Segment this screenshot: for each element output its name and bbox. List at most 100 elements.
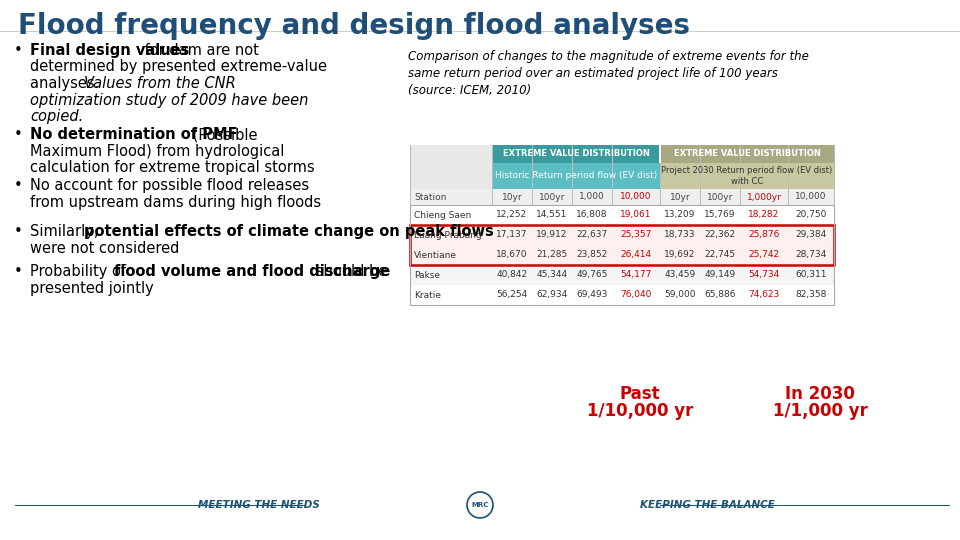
Text: 22,745: 22,745: [705, 251, 735, 260]
Text: 20,750: 20,750: [795, 211, 827, 219]
Bar: [410, 189, 834, 205]
Text: 10,000: 10,000: [620, 192, 652, 201]
Text: 56,254: 56,254: [496, 291, 528, 300]
Bar: [15, 505, 305, 506]
Text: should be: should be: [311, 264, 387, 279]
Text: determined by presented extreme-value: determined by presented extreme-value: [30, 59, 327, 75]
Text: Historic Return period flow (EV dist): Historic Return period flow (EV dist): [494, 172, 658, 180]
Text: 10,000: 10,000: [795, 192, 827, 201]
Text: Past: Past: [620, 385, 660, 403]
Text: 29,384: 29,384: [796, 231, 827, 240]
Text: 10yr: 10yr: [670, 192, 690, 201]
Text: from upstream dams during high floods: from upstream dams during high floods: [30, 195, 322, 210]
Text: Station: Station: [414, 192, 446, 201]
Text: copied.: copied.: [30, 109, 84, 124]
Text: 1,000: 1,000: [579, 192, 605, 201]
Text: In 2030: In 2030: [785, 385, 855, 403]
Text: Values from the CNR: Values from the CNR: [84, 76, 236, 91]
Bar: [410, 205, 834, 305]
Text: 13,209: 13,209: [664, 211, 696, 219]
Text: 45,344: 45,344: [537, 271, 567, 280]
Text: 19,061: 19,061: [620, 211, 652, 219]
Bar: [410, 285, 834, 305]
Text: •: •: [14, 43, 23, 58]
Text: 49,149: 49,149: [705, 271, 735, 280]
Text: 54,177: 54,177: [620, 271, 652, 280]
Text: Kratie: Kratie: [414, 291, 441, 300]
Text: 23,852: 23,852: [576, 251, 608, 260]
Bar: [410, 265, 834, 285]
Text: 69,493: 69,493: [576, 291, 608, 300]
Text: Final design values: Final design values: [30, 43, 189, 58]
Text: 19,912: 19,912: [537, 231, 567, 240]
Text: 18,670: 18,670: [496, 251, 528, 260]
Bar: [0, 30, 960, 32]
Bar: [410, 245, 834, 265]
Text: 60,311: 60,311: [795, 271, 827, 280]
Text: 65,886: 65,886: [705, 291, 735, 300]
Text: optimization study of 2009 have been: optimization study of 2009 have been: [30, 92, 308, 107]
Text: 16,808: 16,808: [576, 211, 608, 219]
Bar: [410, 225, 834, 265]
Text: 25,357: 25,357: [620, 231, 652, 240]
Text: •: •: [14, 127, 23, 142]
Text: Flood frequency and design flood analyses: Flood frequency and design flood analyse…: [18, 12, 690, 40]
Text: MEETING THE NEEDS: MEETING THE NEEDS: [198, 500, 320, 510]
Text: 59,000: 59,000: [664, 291, 696, 300]
Bar: [410, 145, 492, 189]
Text: 22,362: 22,362: [705, 231, 735, 240]
Text: 12,252: 12,252: [496, 211, 528, 219]
Text: Probability of: Probability of: [30, 264, 131, 279]
Text: 19,692: 19,692: [664, 251, 696, 260]
Text: Pakse: Pakse: [414, 271, 440, 280]
Text: KEEPING THE BALANCE: KEEPING THE BALANCE: [640, 500, 775, 510]
Text: were not considered: were not considered: [30, 241, 180, 256]
Text: 43,459: 43,459: [664, 271, 696, 280]
Text: Luang Prabang: Luang Prabang: [414, 231, 482, 240]
Text: •: •: [14, 225, 23, 240]
Text: 74,623: 74,623: [749, 291, 780, 300]
Bar: [660, 163, 834, 189]
Text: 1/1,000 yr: 1/1,000 yr: [773, 402, 868, 420]
Bar: [492, 145, 660, 163]
Bar: [660, 505, 950, 506]
Text: 49,765: 49,765: [576, 271, 608, 280]
Text: 22,637: 22,637: [576, 231, 608, 240]
Text: MRC: MRC: [471, 502, 489, 508]
Text: 21,285: 21,285: [537, 251, 567, 260]
Text: 76,040: 76,040: [620, 291, 652, 300]
Text: Similarly,: Similarly,: [30, 225, 103, 240]
Text: EXTREME VALUE DISTRIBUTION: EXTREME VALUE DISTRIBUTION: [503, 150, 649, 159]
Text: 40,842: 40,842: [496, 271, 528, 280]
Text: for dam are not: for dam are not: [140, 43, 259, 58]
Text: 10yr: 10yr: [502, 192, 522, 201]
Text: 14,551: 14,551: [537, 211, 567, 219]
Text: No account for possible flood releases: No account for possible flood releases: [30, 178, 309, 193]
Text: flood volume and flood discharge: flood volume and flood discharge: [114, 264, 391, 279]
Text: 15,769: 15,769: [705, 211, 735, 219]
Text: Project 2030 Return period flow (EV dist)
with CC: Project 2030 Return period flow (EV dist…: [661, 166, 832, 186]
Text: (Possible: (Possible: [188, 127, 257, 142]
Text: No determination of PMF: No determination of PMF: [30, 127, 238, 142]
Bar: [492, 163, 660, 189]
Text: 18,733: 18,733: [664, 231, 696, 240]
Text: Comparison of changes to the magnitude of extreme events for the
same return per: Comparison of changes to the magnitude o…: [408, 50, 809, 97]
Text: EXTREME VALUE DISTRIBUTION: EXTREME VALUE DISTRIBUTION: [674, 150, 821, 159]
Bar: [410, 205, 834, 225]
Text: 25,742: 25,742: [749, 251, 780, 260]
Text: 100yr: 100yr: [707, 192, 733, 201]
Text: 82,358: 82,358: [795, 291, 827, 300]
Text: 62,934: 62,934: [537, 291, 567, 300]
Text: 18,282: 18,282: [749, 211, 780, 219]
Text: 26,414: 26,414: [620, 251, 652, 260]
Text: presented jointly: presented jointly: [30, 281, 154, 295]
Text: analyses.: analyses.: [30, 76, 104, 91]
Text: potential effects of climate change on peak flows: potential effects of climate change on p…: [84, 225, 493, 240]
Text: 54,734: 54,734: [749, 271, 780, 280]
Text: 25,876: 25,876: [748, 231, 780, 240]
Bar: [660, 145, 834, 163]
Text: •: •: [14, 178, 23, 193]
Text: 1,000yr: 1,000yr: [747, 192, 781, 201]
Bar: [410, 225, 834, 245]
Text: calculation for extreme tropical storms: calculation for extreme tropical storms: [30, 160, 315, 175]
